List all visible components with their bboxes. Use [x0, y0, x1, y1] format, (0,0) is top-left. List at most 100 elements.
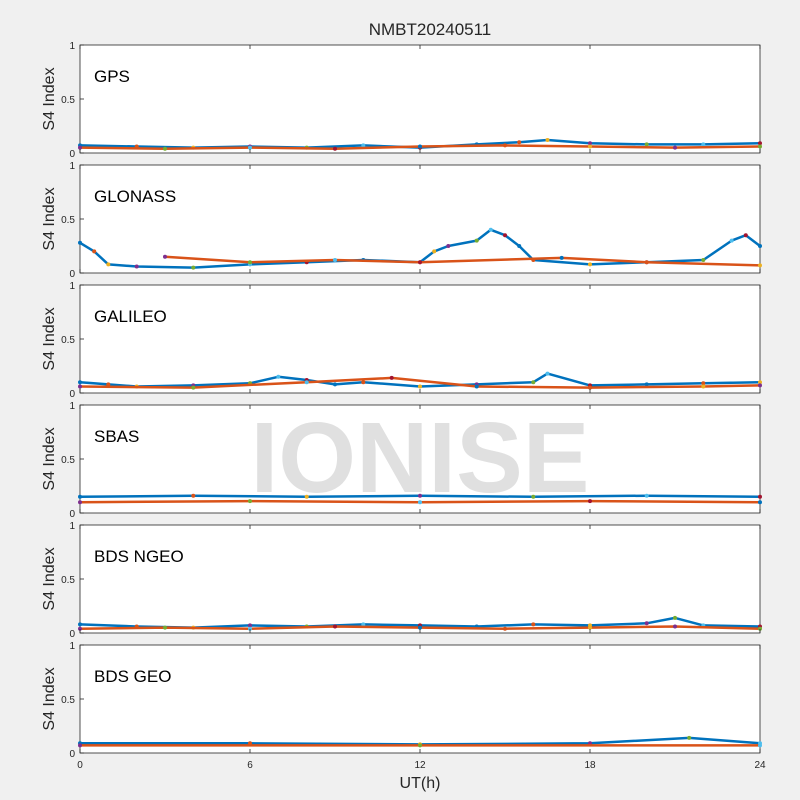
panel-sbas: 0 0.5 1 S4 Index SBAS	[41, 401, 762, 520]
data-point	[644, 142, 649, 147]
data-point	[758, 383, 762, 388]
data-point	[758, 263, 762, 268]
y-tick-label: 0.5	[61, 695, 75, 706]
data-point	[432, 249, 437, 254]
data-point	[503, 233, 507, 238]
y-tick-label: 1	[69, 401, 75, 412]
data-point	[92, 249, 97, 254]
data-point	[78, 380, 82, 385]
plot-area	[79, 524, 761, 634]
data-point	[333, 146, 337, 151]
data-point	[758, 244, 762, 248]
y-tick-label: 0	[69, 629, 75, 640]
data-point	[517, 244, 522, 248]
y-tick-label: 0	[69, 749, 75, 760]
panel-label: GPS	[94, 67, 130, 86]
data-point	[163, 625, 167, 630]
y-tick-label: 1	[69, 281, 75, 292]
data-point	[418, 260, 422, 265]
y-tick-label: 1	[69, 521, 75, 532]
x-tick-label: 0	[77, 760, 83, 771]
data-point	[758, 743, 762, 748]
data-point	[758, 626, 762, 631]
data-point	[559, 255, 564, 260]
data-point	[78, 743, 82, 748]
data-point	[673, 615, 677, 620]
x-tick-label: 12	[414, 760, 426, 771]
y-axis-label: S4 Index	[41, 307, 58, 370]
data-point	[361, 143, 366, 148]
data-point	[701, 384, 706, 389]
data-point	[474, 238, 479, 243]
panel-label: SBAS	[94, 427, 139, 446]
plot-area	[79, 284, 761, 394]
data-point	[588, 625, 592, 630]
x-axis-label: UT(h)	[400, 775, 441, 792]
data-point	[701, 258, 706, 262]
plot-area	[79, 164, 761, 274]
y-tick-label: 0.5	[61, 455, 75, 466]
data-point	[191, 265, 196, 270]
y-tick-label: 0	[69, 389, 75, 400]
data-point	[545, 138, 550, 142]
y-tick-label: 0.5	[61, 575, 75, 586]
data-point	[78, 145, 82, 150]
y-tick-label: 0	[69, 269, 75, 280]
data-point	[78, 494, 82, 499]
data-point	[588, 262, 592, 267]
data-point	[644, 260, 649, 265]
plot-area	[79, 44, 761, 154]
y-tick-label: 0	[69, 149, 75, 160]
y-tick-label: 0.5	[61, 215, 75, 226]
data-point	[78, 240, 82, 245]
data-point	[588, 141, 592, 146]
data-point	[78, 626, 82, 631]
panel-label: GLONASS	[94, 187, 176, 206]
data-point	[488, 227, 493, 232]
data-point	[644, 621, 649, 626]
data-point	[531, 494, 536, 499]
data-point	[248, 623, 252, 628]
data-point	[673, 624, 677, 629]
data-point	[134, 264, 139, 269]
data-point	[446, 244, 451, 248]
data-point	[248, 260, 252, 265]
plot-area	[79, 644, 761, 754]
data-point	[418, 625, 422, 630]
data-point	[729, 238, 734, 243]
data-point	[361, 380, 366, 385]
y-tick-label: 0	[69, 509, 75, 520]
data-point	[588, 144, 592, 149]
data-point	[758, 141, 762, 146]
data-point	[531, 380, 536, 385]
series-line	[80, 736, 761, 746]
data-point	[78, 384, 82, 389]
panel-label: BDS GEO	[94, 667, 171, 686]
y-axis-label: S4 Index	[41, 427, 58, 490]
y-tick-label: 1	[69, 641, 75, 652]
data-point	[503, 143, 507, 148]
data-point	[304, 380, 309, 385]
panel-galileo: 0 0.5 1 S4 Index GALILEO	[41, 281, 762, 400]
data-point	[163, 146, 167, 151]
data-point	[758, 500, 762, 505]
panel-bds-ngeo: 0 0.5 1 S4 Index BDS NGEO	[41, 521, 762, 640]
panel-gps: 0 0.5 1 S4 Index GPS	[41, 41, 762, 160]
data-point	[78, 622, 82, 627]
data-point	[106, 382, 111, 387]
panels: 0 0.5 1 S4 Index GPS 0 0.5 1 S4 Index GLONASS 0 0.5…	[41, 41, 766, 771]
data-point	[333, 624, 337, 629]
data-point	[701, 381, 706, 386]
data-point	[531, 622, 536, 627]
data-point	[276, 374, 281, 379]
data-point	[545, 371, 550, 376]
data-point	[687, 735, 692, 740]
x-tick-label: 18	[584, 760, 596, 771]
watermark: IONISE	[251, 402, 590, 514]
data-point	[106, 262, 111, 267]
data-point	[758, 380, 762, 385]
data-point	[248, 499, 252, 504]
y-tick-label: 0.5	[61, 95, 75, 106]
y-axis-label: S4 Index	[41, 187, 58, 250]
data-point	[673, 145, 677, 150]
